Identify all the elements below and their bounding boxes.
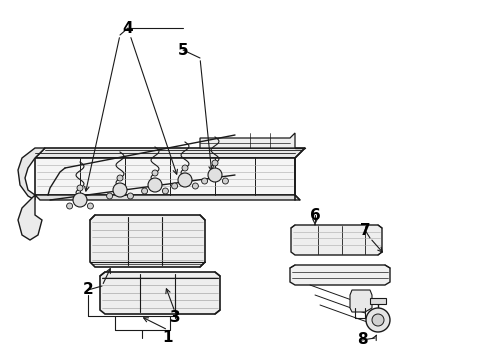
Circle shape: [372, 314, 384, 326]
Circle shape: [142, 188, 147, 194]
Circle shape: [212, 160, 218, 166]
Circle shape: [117, 175, 123, 181]
Polygon shape: [35, 195, 300, 200]
Circle shape: [113, 183, 127, 197]
Circle shape: [162, 188, 169, 194]
Circle shape: [178, 173, 192, 187]
Polygon shape: [18, 195, 42, 240]
Circle shape: [193, 183, 198, 189]
Polygon shape: [290, 265, 390, 285]
Circle shape: [366, 308, 390, 332]
Text: 4: 4: [122, 21, 133, 36]
Circle shape: [182, 165, 188, 171]
Text: 5: 5: [178, 42, 188, 58]
Circle shape: [127, 193, 133, 199]
Text: 8: 8: [357, 333, 368, 347]
Polygon shape: [100, 272, 220, 314]
Polygon shape: [200, 133, 295, 148]
Circle shape: [77, 185, 83, 191]
Circle shape: [107, 193, 113, 199]
Polygon shape: [291, 225, 382, 255]
Text: 3: 3: [170, 310, 180, 325]
Text: 2: 2: [83, 283, 94, 297]
Circle shape: [152, 170, 158, 176]
Circle shape: [208, 168, 222, 182]
Polygon shape: [35, 158, 295, 195]
Circle shape: [222, 178, 228, 184]
Polygon shape: [35, 148, 305, 158]
Text: 6: 6: [310, 207, 320, 222]
Circle shape: [172, 183, 177, 189]
Polygon shape: [350, 290, 372, 312]
Circle shape: [67, 203, 73, 209]
Polygon shape: [18, 148, 45, 200]
Circle shape: [201, 178, 208, 184]
Bar: [370, 298, 386, 304]
Polygon shape: [90, 215, 205, 267]
Circle shape: [87, 203, 94, 209]
Circle shape: [73, 193, 87, 207]
Text: 7: 7: [360, 222, 370, 238]
Text: 1: 1: [163, 330, 173, 346]
Circle shape: [148, 178, 162, 192]
